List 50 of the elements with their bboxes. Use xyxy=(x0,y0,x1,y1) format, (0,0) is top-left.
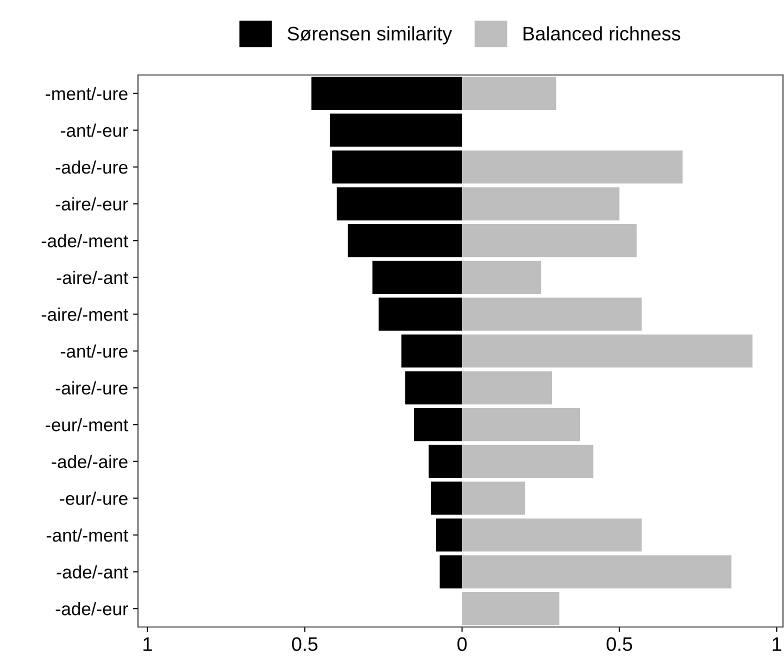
bar xyxy=(428,444,462,478)
bar xyxy=(401,334,462,368)
bar xyxy=(414,408,462,442)
y-tick-label: -ade/-ure xyxy=(56,160,128,174)
bar xyxy=(462,150,683,184)
bar xyxy=(462,298,642,331)
y-tick-label: -ade/-ant xyxy=(56,565,128,579)
bar xyxy=(311,76,462,110)
legend-label: Balanced richness xyxy=(524,26,680,41)
bar xyxy=(462,334,752,368)
x-tick-label: 0.5 xyxy=(292,637,318,652)
x-tick-label: 0.5 xyxy=(606,637,632,652)
bar xyxy=(462,260,542,294)
y-tick-label: -ade/-eur xyxy=(56,602,128,616)
bar xyxy=(348,224,462,258)
bar xyxy=(336,187,462,220)
y-tick-label: -eur/-ment xyxy=(46,418,128,432)
bar xyxy=(462,444,594,478)
bar xyxy=(462,555,732,588)
bar xyxy=(462,518,642,552)
x-tick-label: 1 xyxy=(144,637,152,651)
y-tick-label: -ant/-eur xyxy=(60,124,128,137)
legend-label: Sørensen similarity xyxy=(288,26,452,44)
bar xyxy=(462,408,580,442)
y-tick-label: -aire/-ure xyxy=(56,381,128,395)
y-tick-label: -aire/-ant xyxy=(56,270,128,284)
y-tick-label: -ade/-ment xyxy=(42,234,128,248)
bar xyxy=(405,371,462,404)
bar xyxy=(440,555,462,588)
bar xyxy=(462,187,620,220)
y-tick-label: -ant/-ment xyxy=(46,528,128,542)
bar xyxy=(332,150,462,184)
y-tick-label: -ant/-ure xyxy=(60,344,128,358)
bar xyxy=(462,371,552,404)
bar xyxy=(462,592,560,626)
x-tick-label: 0 xyxy=(457,637,467,652)
bar xyxy=(462,76,556,110)
bar xyxy=(372,260,462,294)
y-tick-label: -aire/-eur xyxy=(56,197,128,211)
bar xyxy=(436,518,462,552)
bar xyxy=(462,482,525,515)
y-tick-label: -ment/-ure xyxy=(46,86,128,100)
bar xyxy=(462,224,637,258)
x-tick-label: 1 xyxy=(772,637,782,651)
bar xyxy=(378,298,462,331)
y-tick-label: -ade/-aire xyxy=(52,454,128,468)
bar xyxy=(430,482,462,515)
bar xyxy=(330,114,462,147)
y-tick-label: -aire/-ment xyxy=(42,308,128,321)
y-tick-label: -eur/-ure xyxy=(60,492,128,505)
